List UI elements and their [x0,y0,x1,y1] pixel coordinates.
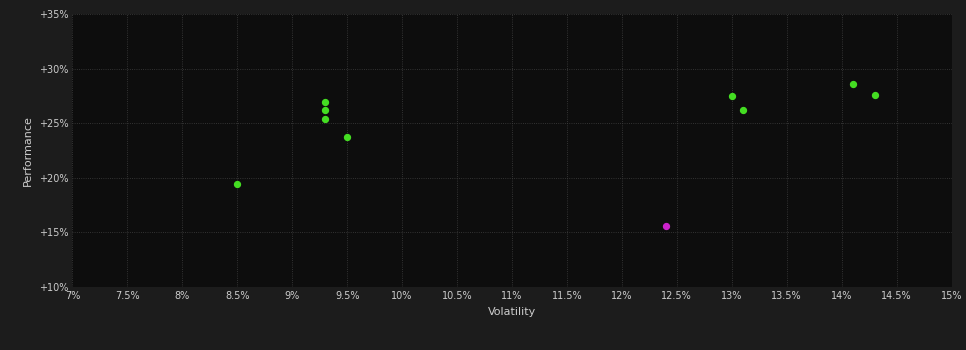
Point [318,107,333,113]
Point [230,182,245,187]
Point [658,223,673,229]
X-axis label: Volatility: Volatility [488,307,536,317]
Point [339,135,355,140]
Point [845,81,861,87]
Y-axis label: Performance: Performance [23,115,33,186]
Point [735,107,751,113]
Point [867,92,882,98]
Point [724,93,740,99]
Point [318,116,333,122]
Point [318,100,333,105]
